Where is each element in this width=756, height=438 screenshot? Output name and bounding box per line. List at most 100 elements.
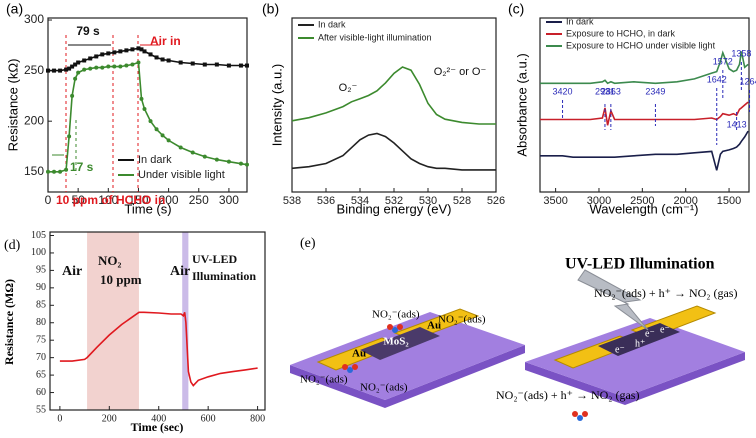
peak-label: 1413 (727, 119, 747, 129)
channel (598, 323, 680, 356)
reaction: NO₂⁻(ads) + h⁺ → NO₂ (gas) (594, 286, 737, 300)
data-point (130, 62, 135, 67)
y-tick-label: 95 (36, 265, 46, 276)
annotation: Illumination (192, 269, 256, 283)
legend-label: Under visible light (138, 169, 225, 181)
data-point (100, 52, 105, 57)
data-point (112, 64, 117, 69)
carrier-label: e⁻ (660, 324, 670, 335)
annotation: 17 s (70, 160, 94, 174)
adsorbate-label: NO₂⁻(ads) (360, 382, 408, 394)
series-line (291, 132, 496, 171)
data-point (46, 169, 50, 174)
x-tick-label: 50 (71, 193, 85, 207)
x-tick-label: 0 (57, 413, 62, 424)
x-axis-title: Time (sec) (131, 420, 184, 434)
panel-label: (d) (4, 238, 21, 253)
data-point (190, 61, 195, 66)
adsorbate-label: NO₂⁻(ads) (300, 374, 348, 386)
annotation: UV-LED (192, 252, 237, 266)
data-point (139, 96, 144, 101)
panel-label: (c) (508, 1, 524, 17)
data-point (124, 48, 129, 53)
annotation: 10 ppm (100, 272, 142, 287)
y-tick-label: 150 (24, 164, 44, 178)
data-point (154, 55, 159, 60)
data-point (130, 47, 135, 52)
panel-label: (b) (262, 1, 279, 17)
panel-label: (a) (6, 1, 23, 17)
x-tick-label: 800 (250, 413, 265, 424)
y-tick-label: 75 (36, 334, 46, 345)
annotation: Air (62, 264, 82, 279)
data-point (238, 63, 243, 68)
panel-label: (e) (300, 236, 316, 251)
annotation: O₂²⁻ or O⁻ (434, 66, 487, 78)
data-point (178, 145, 183, 150)
x-tick-label: 0 (45, 193, 52, 207)
x-tick-label: 2500 (630, 195, 654, 207)
channel-label: MoS₂ (383, 336, 409, 348)
data-point (154, 127, 159, 132)
data-point (58, 169, 63, 174)
data-point (94, 65, 99, 70)
x-tick-label: 400 (151, 413, 166, 424)
data-point (52, 169, 57, 174)
shaded-band (87, 232, 139, 410)
peak-label: 1358 (731, 48, 751, 58)
data-point (136, 46, 141, 51)
y-axis-title: Intensity (a.u.) (269, 64, 284, 146)
substrate-side (525, 352, 745, 405)
plot-frame (291, 17, 497, 193)
y-tick-label: 70 (36, 352, 46, 363)
data-point (238, 161, 243, 166)
chart-panel: 0 50 100 150 200 250 300 150 200 250 300 In dark Und… (5, 1, 249, 216)
annotation: 10 ppm of HCHO in (56, 193, 165, 207)
data-point (112, 50, 117, 55)
x-tick-label: 528 (453, 195, 471, 207)
data-point (70, 64, 75, 69)
y-tick-label: 200 (24, 113, 44, 127)
legend-label: Exposure to HCHO under visible light (566, 40, 716, 50)
data-point (166, 58, 171, 63)
y-tick-label: 100 (31, 247, 46, 258)
x-tick-label: 200 (102, 413, 117, 424)
data-point (76, 70, 81, 75)
series-line (540, 50, 749, 85)
x-tick-label: 530 (419, 195, 437, 207)
series-line (540, 130, 749, 171)
data-point (73, 62, 78, 67)
y-tick-label: 90 (36, 282, 46, 293)
x-tick-label: 200 (159, 193, 179, 207)
x-tick-label: 536 (317, 195, 335, 207)
y-tick-label: 105 (31, 230, 46, 241)
electrode-label: Au (427, 320, 441, 332)
series-line (59, 311, 258, 387)
x-tick-label: 538 (283, 195, 301, 207)
molecule-icons (342, 324, 588, 421)
y-tick-label: 250 (24, 63, 44, 77)
data-point (118, 64, 123, 69)
x-axis-title: Time (s) (124, 201, 171, 216)
chart-panel: 538 536 534 532 530 528 526 In dark After visibl… (262, 1, 505, 217)
data-point (139, 47, 144, 52)
data-point (88, 66, 93, 71)
peak-label: 2863 (601, 86, 621, 96)
x-tick-label: 250 (189, 193, 209, 207)
annotation: 79 s (76, 24, 100, 38)
plot-frame (47, 17, 248, 193)
data-point (245, 63, 249, 68)
chart-panel: 3500 3000 2500 2000 1500 In dark Exposure to H… (508, 1, 756, 217)
peak-label: 1642 (707, 74, 727, 84)
legend-label: Exposure to HCHO, in dark (566, 28, 676, 38)
annotation: O₂⁻ (339, 82, 358, 94)
data-point (118, 49, 123, 54)
x-tick-label: 150 (128, 193, 148, 207)
y-axis-title: Absorbance (a.u.) (514, 53, 529, 156)
data-point (82, 67, 87, 72)
carrier-label: e⁻ (615, 344, 625, 355)
data-point (160, 57, 165, 62)
substrate (290, 312, 525, 400)
peak-label: 3420 (553, 86, 573, 96)
y-tick-label: 65 (36, 369, 46, 380)
